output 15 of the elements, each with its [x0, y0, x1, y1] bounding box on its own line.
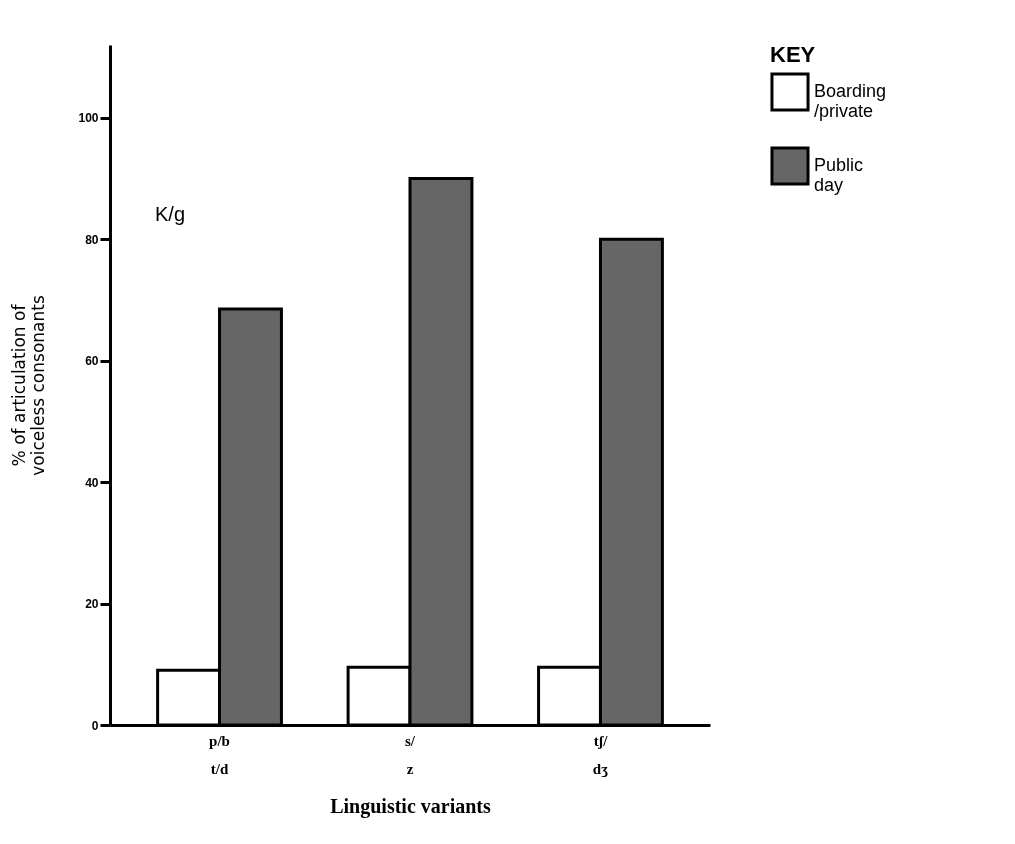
annotation: K/g — [155, 203, 186, 225]
x-axis-title: Linguistic variants — [330, 794, 491, 818]
y-tick-label: 40 — [85, 475, 99, 490]
y-tick-label: 20 — [85, 597, 99, 612]
y-tick-label: 100 — [78, 111, 99, 126]
x-tick-label: s/ z — [404, 732, 416, 777]
y-tick-label: 60 — [85, 354, 99, 369]
y-axis-title: % of articulation of voiceless consonants — [9, 295, 49, 476]
y-tick-label: 80 — [85, 232, 99, 247]
legend-title: KEY — [770, 42, 816, 67]
legend-label: Public day — [814, 155, 864, 195]
x-tick-label: tʃ/ dʒ — [592, 732, 609, 777]
legend-label: Boarding /private — [814, 81, 887, 121]
y-tick-label: 0 — [91, 718, 99, 733]
x-tick-label: p/b t/d — [209, 732, 230, 777]
